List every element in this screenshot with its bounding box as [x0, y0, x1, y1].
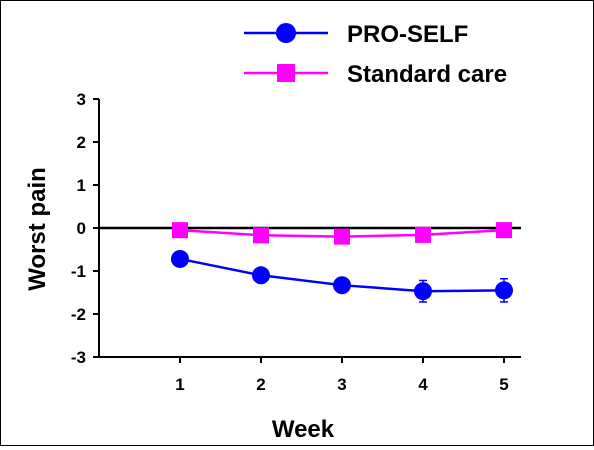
data-point [253, 227, 269, 244]
y-tick-label: 2 [77, 133, 86, 152]
y-tick-label: -2 [71, 305, 86, 324]
x-tick-label: 2 [256, 375, 265, 394]
data-point [334, 228, 350, 245]
series-standard-care [172, 222, 512, 245]
y-tick-label: -1 [71, 262, 86, 281]
legend: PRO-SELF Standard care [244, 21, 507, 88]
data-point [495, 281, 513, 300]
legend-marker [276, 23, 296, 43]
y-axis-title: Worst pain [24, 167, 51, 291]
y-tick-label: 3 [77, 90, 86, 109]
data-point [496, 222, 512, 239]
x-tick-label: 5 [499, 375, 508, 394]
legend-label: PRO-SELF [347, 21, 468, 48]
x-tick-label: 1 [175, 375, 184, 394]
series-pro-self [171, 249, 513, 303]
y-tick-label: 1 [77, 176, 86, 195]
data-point [333, 276, 351, 295]
y-tick-label: 0 [77, 219, 86, 238]
data-point [252, 266, 270, 285]
legend-label: Standard care [347, 61, 507, 88]
x-axis-title: Week [272, 416, 335, 443]
x-tick-label: 3 [337, 375, 346, 394]
data-point [414, 282, 432, 301]
legend-marker [277, 64, 295, 82]
plot-area: 3 2 1 0 -1 -2 -3 1 2 3 4 5 [71, 90, 521, 394]
y-tick-label: -3 [71, 348, 86, 367]
x-tick-label: 4 [418, 375, 428, 394]
data-point [415, 226, 431, 243]
data-point [172, 222, 188, 239]
data-point [171, 249, 189, 268]
